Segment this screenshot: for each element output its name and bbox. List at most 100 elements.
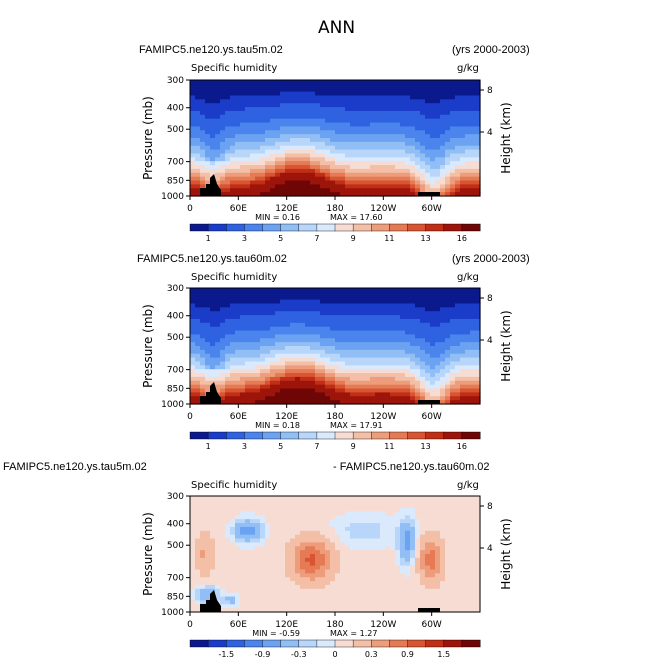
panel-3-colorbar-segment [298, 639, 318, 648]
panel-1-colorbar-segment [425, 223, 445, 232]
panel-3-variable: Specific humidity [191, 480, 278, 491]
panel-3-xtick-180: 180 [326, 620, 343, 630]
figure-title: ANN [318, 18, 356, 38]
panel-1-ylabel-right: Height (km) [499, 102, 513, 173]
panel-2-colorbar-segment [280, 431, 300, 440]
panel-1-colorbar-segment [207, 223, 227, 232]
panel-3-colorbar-segment [425, 639, 445, 648]
panel-1-field [190, 80, 481, 197]
panel-1-xtick-180: 180 [326, 204, 343, 214]
panel-2-colorbar-label-4: 9 [351, 442, 356, 451]
panel-1-colorbar-segment [443, 223, 463, 232]
panel-3-colorbar-label-4: 0.3 [365, 650, 378, 659]
panel-1-colorbar-segment [461, 223, 481, 232]
panel-2-colorbar-segment [298, 431, 318, 440]
panel-1-colorbar-label-0: 1 [206, 234, 211, 243]
panel-1-colorbar-label-7: 16 [457, 234, 467, 243]
panel-3-colorbar-label-2: -0.3 [291, 650, 307, 659]
panel-1-colorbar-label-6: 13 [421, 234, 431, 243]
panel-3-colorbar-segment [244, 639, 264, 648]
panel-2-colorbar-label-7: 16 [457, 442, 467, 451]
panel-3-colorbar-label-0: -1.5 [218, 650, 234, 659]
panel-3-ytick-700: 700 [167, 574, 184, 584]
panel-2-ytick-500: 500 [167, 333, 184, 343]
panel-2-case: FAMIPC5.ne120.ys.tau60m.02 [137, 253, 287, 265]
panel-3-colorbar-segment [461, 639, 481, 648]
panel-3-colorbar-label-5: 0.9 [401, 650, 414, 659]
panel-3-colorbar-segment [352, 639, 372, 648]
panel-3-field [190, 496, 481, 613]
panel-2-colorbar-label-0: 1 [206, 442, 211, 451]
panel-2-colorbar-segment [425, 431, 445, 440]
panel-1-colorbar-segment [262, 223, 282, 232]
panel-2-ytick-400: 400 [167, 312, 184, 322]
panel-1-colorbar-segment [244, 223, 264, 232]
panel-1-colorbar-segment [389, 223, 409, 232]
panel-2-colorbar-segment [389, 431, 409, 440]
panel-3-ytick-400: 400 [167, 520, 184, 530]
panel-2-rtick-4: 4 [487, 336, 493, 346]
panel-3-colorbar-segment [189, 639, 209, 648]
panel-2-units: g/kg [457, 272, 479, 283]
panel-3-rtick-4: 4 [487, 544, 493, 554]
panel-2-xtick-60W: 60W [421, 412, 441, 422]
panel-1-colorbar-label-2: 5 [278, 234, 283, 243]
panel-2-colorbar-segment [407, 431, 427, 440]
panel-2-colorbar-segment [244, 431, 264, 440]
panel-3-min: MIN = -0.59 [252, 629, 300, 638]
panel-1-colorbar-label-4: 9 [351, 234, 356, 243]
panel-2-xtick-0: 0 [187, 412, 193, 422]
panel-3-xtick-120E: 120E [275, 620, 298, 630]
panel-1-ytick-300: 300 [167, 76, 184, 86]
panel-2-colorbar-segment [189, 431, 209, 440]
panel-2-colorbar-segment [262, 431, 282, 440]
panel-3-xtick-60E: 60E [230, 620, 247, 630]
panel-2-colorbar-label-6: 13 [421, 442, 431, 451]
panel-2-colorbar-segment [316, 431, 336, 440]
panel-2-field [190, 288, 481, 405]
panel-1-max: MAX = 17.60 [330, 213, 383, 222]
panel-3-ytick-500: 500 [167, 541, 184, 551]
panel-2-rtick-8: 8 [487, 294, 493, 304]
panel-2-colorbar-segment [371, 431, 390, 440]
panel-2-colorbar-segment [226, 431, 245, 440]
panel-2-xtick-60E: 60E [230, 412, 247, 422]
panel-2-colorbar-label-5: 11 [384, 442, 394, 451]
panel-2-xtick-120W: 120W [370, 412, 396, 422]
panel-1-rtick-8: 8 [487, 86, 493, 96]
panel-1-xtick-120E: 120E [275, 204, 298, 214]
panel-3-colorbar-segment [443, 639, 463, 648]
panel-1-colorbar-segment [226, 223, 245, 232]
panel-3-xtick-0: 0 [187, 620, 193, 630]
panel-1-min: MIN = 0.16 [255, 213, 300, 222]
panel-2-max: MAX = 17.91 [330, 421, 383, 430]
panel-2-ytick-850: 850 [167, 384, 184, 394]
panel-2-colorbar-label-2: 5 [278, 442, 283, 451]
panel-1-case: FAMIPC5.ne120.ys.tau5m.02 [139, 44, 283, 56]
panel-1-ytick-400: 400 [167, 104, 184, 114]
panel-2-colorbar-segment [461, 431, 481, 440]
panel-3-xtick-120W: 120W [370, 620, 396, 630]
panel-1-colorbar-label-3: 7 [314, 234, 319, 243]
panel-1-ytick-500: 500 [167, 125, 184, 135]
panel-3-colorbar-label-6: 1.5 [437, 650, 450, 659]
panel-2-colorbar-segment [207, 431, 227, 440]
panel-3-xtick-60W: 60W [421, 620, 441, 630]
panel-1-xtick-60E: 60E [230, 204, 247, 214]
panel-1-colorbar-segment [280, 223, 300, 232]
panel-1-xtick-120W: 120W [370, 204, 396, 214]
panel-2-xtick-120E: 120E [275, 412, 298, 422]
panel-3-colorbar-label-3: 0 [332, 650, 337, 659]
panel-1-colorbar-segment [407, 223, 427, 232]
panel-3-case2: - FAMIPC5.ne120.ys.tau60m.02 [333, 461, 490, 473]
panel-1-colorbar-segment [298, 223, 318, 232]
panel-1-colorbar-label-1: 3 [242, 234, 247, 243]
panel-2-ytick-300: 300 [167, 284, 184, 294]
panel-2-colorbar-label-1: 3 [242, 442, 247, 451]
panel-1-variable: Specific humidity [191, 63, 278, 74]
panel-3-colorbar-segment [207, 639, 227, 648]
panel-1-ytick-700: 700 [167, 158, 184, 168]
panel-3-units: g/kg [457, 480, 479, 491]
panel-3-colorbar-segment [316, 639, 336, 648]
